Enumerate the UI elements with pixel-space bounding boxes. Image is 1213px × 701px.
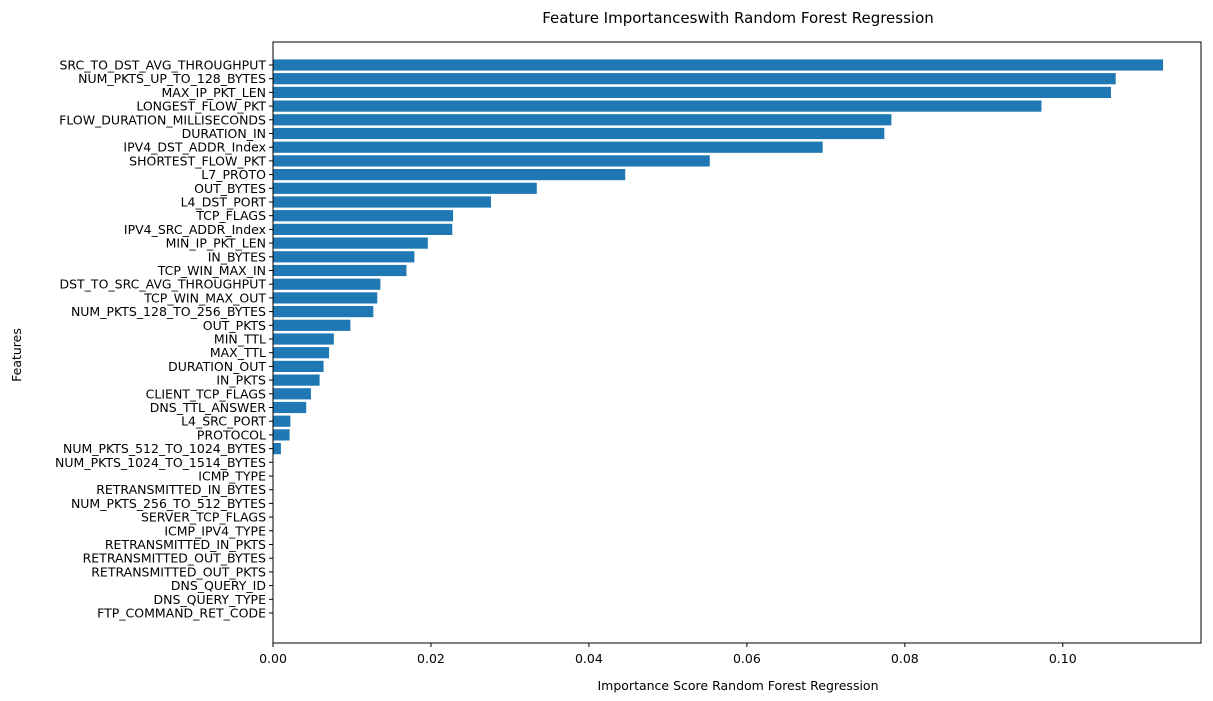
y-tick-label: DNS_TTL_ANSWER bbox=[150, 400, 267, 415]
x-tick-label: 0.00 bbox=[259, 651, 287, 666]
y-tick-label: RETRANSMITTED_OUT_BYTES bbox=[83, 551, 266, 566]
x-tick-label: 0.06 bbox=[733, 651, 761, 666]
y-tick-label: DNS_QUERY_ID bbox=[171, 578, 266, 593]
y-tick-label: L4_SRC_PORT bbox=[181, 414, 266, 429]
bar bbox=[273, 127, 885, 140]
bar bbox=[273, 210, 454, 222]
bar bbox=[273, 196, 491, 208]
y-tick-label: FTP_COMMAND_RET_CODE bbox=[97, 606, 266, 621]
y-axis-title: Features bbox=[9, 328, 24, 382]
bar bbox=[273, 401, 307, 414]
bar bbox=[273, 86, 1111, 98]
y-tick-label: SHORTEST_FLOW_PKT bbox=[129, 153, 266, 168]
y-tick-label: NUM_PKTS_1024_TO_1514_BYTES bbox=[55, 455, 266, 470]
bar bbox=[273, 360, 324, 372]
y-tick-label: RETRANSMITTED_IN_BYTES bbox=[96, 482, 266, 497]
chart-title: Feature Importanceswith Random Forest Re… bbox=[542, 9, 934, 27]
bar bbox=[273, 306, 374, 318]
y-tick-label: IN_PKTS bbox=[216, 373, 266, 388]
y-tick-label: OUT_PKTS bbox=[203, 318, 266, 333]
bar bbox=[273, 374, 320, 386]
y-tick-label: RETRANSMITTED_IN_PKTS bbox=[105, 537, 266, 552]
y-tick-label: MIN_TTL bbox=[214, 332, 266, 347]
x-tick-label: 0.02 bbox=[417, 651, 445, 666]
bar bbox=[273, 114, 892, 126]
bar bbox=[273, 347, 330, 359]
bar bbox=[273, 223, 453, 235]
bar bbox=[273, 155, 710, 167]
y-tick-label: TCP_WIN_MAX_IN bbox=[157, 263, 266, 278]
bar bbox=[273, 182, 537, 194]
y-tick-label: NUM_PKTS_128_TO_256_BYTES bbox=[71, 304, 266, 319]
y-tick-label: CLIENT_TCP_FLAGS bbox=[146, 386, 266, 401]
bar bbox=[273, 292, 378, 304]
x-axis: 0.00 0.02 0.04 0.06 0.08 0.10 bbox=[259, 643, 1077, 666]
bar bbox=[273, 251, 415, 263]
y-tick-label: TCP_FLAGS bbox=[195, 208, 266, 223]
x-tick-label: 0.08 bbox=[891, 651, 919, 666]
y-tick-label: ICMP_IPV4_TYPE bbox=[164, 523, 266, 538]
bar bbox=[273, 415, 291, 427]
bar bbox=[273, 100, 1042, 112]
y-tick-label: MIN_IP_PKT_LEN bbox=[166, 236, 266, 251]
x-axis-title: Importance Score Random Forest Regressio… bbox=[597, 678, 878, 693]
y-tick-labels: SRC_TO_DST_AVG_THROUGHPUTNUM_PKTS_UP_TO_… bbox=[55, 58, 273, 621]
bar bbox=[273, 141, 823, 153]
y-tick-label: NUM_PKTS_UP_TO_128_BYTES bbox=[78, 71, 266, 86]
y-tick-label: SERVER_TCP_FLAGS bbox=[141, 510, 266, 525]
bar bbox=[273, 333, 334, 345]
y-tick-label: DST_TO_SRC_AVG_THROUGHPUT bbox=[59, 277, 266, 292]
y-tick-label: OUT_BYTES bbox=[194, 181, 266, 196]
bar bbox=[273, 443, 281, 455]
y-tick-label: FLOW_DURATION_MILLISECONDS bbox=[59, 112, 266, 127]
y-tick-label: SRC_TO_DST_AVG_THROUGHPUT bbox=[59, 58, 266, 73]
y-tick-label: ICMP_TYPE bbox=[198, 469, 266, 484]
x-tick-label: 0.10 bbox=[1049, 651, 1077, 666]
y-tick-label: NUM_PKTS_256_TO_512_BYTES bbox=[71, 496, 266, 511]
y-tick-label: MAX_TTL bbox=[210, 345, 266, 360]
y-tick-label: IN_BYTES bbox=[208, 249, 266, 264]
bar bbox=[273, 429, 290, 441]
bar bbox=[273, 169, 626, 181]
y-tick-label: TCP_WIN_MAX_OUT bbox=[143, 290, 266, 305]
bar bbox=[273, 278, 381, 290]
y-tick-label: MAX_IP_PKT_LEN bbox=[162, 85, 267, 100]
bar bbox=[273, 237, 428, 249]
x-tick-label: 0.04 bbox=[575, 651, 603, 666]
y-tick-label: RETRANSMITTED_OUT_PKTS bbox=[91, 564, 266, 579]
y-tick-label: IPV4_SRC_ADDR_Index bbox=[124, 222, 266, 237]
bar bbox=[273, 388, 311, 400]
bar bbox=[273, 319, 351, 331]
y-tick-label: DURATION_IN bbox=[182, 126, 266, 141]
y-tick-label: L7_PROTO bbox=[201, 167, 266, 182]
y-tick-label: NUM_PKTS_512_TO_1024_BYTES bbox=[63, 441, 266, 456]
bars-group bbox=[273, 59, 1164, 455]
bar bbox=[273, 59, 1164, 71]
plot-frame bbox=[272, 41, 1202, 644]
y-tick-label: L4_DST_PORT bbox=[181, 195, 267, 210]
y-tick-label: IPV4_DST_ADDR_Index bbox=[123, 140, 266, 155]
y-tick-label: DNS_QUERY_TYPE bbox=[153, 592, 266, 607]
bar bbox=[273, 264, 407, 277]
y-tick-label: PROTOCOL bbox=[197, 427, 266, 442]
bar bbox=[273, 73, 1116, 85]
y-tick-label: DURATION_OUT bbox=[168, 359, 266, 374]
y-tick-label: LONGEST_FLOW_PKT bbox=[136, 99, 266, 114]
